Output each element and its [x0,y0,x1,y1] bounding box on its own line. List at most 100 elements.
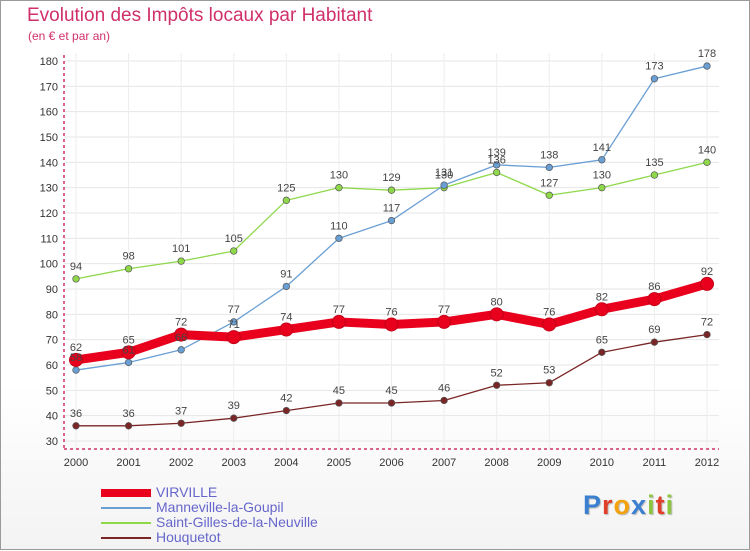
data-label-manneville-la-goupil: 173 [645,61,663,73]
data-label-saint-gilles-de-la-neuville: 136 [487,154,505,166]
data-label-virville: 76 [385,306,397,318]
logo-letter: o [613,490,632,520]
data-point-virville [489,307,504,322]
x-tick-label: 2012 [695,457,719,469]
data-label-saint-gilles-de-la-neuville: 94 [70,261,82,273]
legend-swatch-saint-gilles [101,522,151,524]
data-point-houquetot [124,422,133,430]
data-point-saint-gilles-de-la-neuville [282,196,290,204]
data-point-saint-gilles-de-la-neuville [124,265,133,273]
data-point-houquetot [493,381,501,389]
legend-label-manneville: Manneville-la-Goupil [156,499,284,515]
data-label-virville: 80 [491,296,503,308]
proxiti-logo: Proxiti [583,490,674,521]
data-label-houquetot: 36 [122,408,134,420]
data-label-virville: 82 [596,291,608,303]
data-label-virville: 77 [438,304,450,316]
data-label-manneville-la-goupil: 77 [228,304,240,316]
data-label-houquetot: 37 [175,405,187,417]
logo-letter: t [655,490,666,520]
data-label-manneville-la-goupil: 117 [383,203,401,215]
y-tick-label: 170 [40,81,58,93]
data-point-saint-gilles-de-la-neuville [493,168,501,177]
x-tick-label: 2004 [274,457,298,469]
legend-label-virville: VIRVILLE [156,484,218,500]
data-label-saint-gilles-de-la-neuville: 130 [593,170,611,182]
data-point-virville [700,276,714,291]
data-point-virville [174,327,189,342]
data-point-virville [121,345,136,360]
data-point-manneville-la-goupil [177,346,185,354]
data-point-houquetot [545,379,553,387]
y-tick-label: 30 [46,436,58,448]
x-tick-label: 2001 [116,457,140,469]
data-point-houquetot [387,399,396,407]
data-label-saint-gilles-de-la-neuville: 130 [330,170,348,182]
data-label-manneville-la-goupil: 131 [435,167,453,179]
data-point-virville [594,302,609,317]
data-label-manneville-la-goupil: 139 [487,147,505,159]
data-label-virville: 65 [122,334,134,346]
data-label-manneville-la-goupil: 58 [70,352,82,364]
data-point-houquetot [703,330,711,339]
data-point-manneville-la-goupil [230,318,238,326]
data-point-houquetot [598,348,606,356]
data-label-houquetot: 42 [280,393,292,405]
data-label-manneville-la-goupil: 178 [698,48,716,60]
y-tick-label: 80 [46,309,58,321]
y-tick-label: 90 [46,284,58,296]
data-point-manneville-la-goupil [545,163,553,172]
y-tick-label: 110 [40,233,58,245]
data-point-saint-gilles-de-la-neuville [703,158,711,166]
data-label-virville: 77 [333,304,345,316]
data-point-houquetot [650,338,659,346]
logo-letter: i [665,490,675,520]
legend-label-saint-gilles: Saint-Gilles-de-la-Neuville [156,514,318,530]
data-point-saint-gilles-de-la-neuville [387,186,396,194]
legend-label-houquetot: Houquetot [156,529,221,545]
data-label-manneville-la-goupil: 66 [175,332,187,344]
data-point-manneville-la-goupil [335,234,343,242]
data-point-virville [279,322,294,337]
data-label-virville: 92 [701,266,713,278]
y-tick-label: 40 [46,411,58,423]
chart-subtitle: (en € et par an) [28,29,111,43]
data-point-saint-gilles-de-la-neuville [230,247,238,255]
data-label-saint-gilles-de-la-neuville: 127 [540,177,558,189]
data-point-virville [647,292,662,307]
data-label-virville: 72 [175,317,187,329]
y-tick-label: 150 [40,132,58,144]
data-point-manneville-la-goupil [440,181,448,189]
x-tick-label: 2003 [222,457,246,469]
data-point-houquetot [177,419,185,427]
data-point-manneville-la-goupil [493,161,501,169]
data-point-houquetot [335,399,343,407]
data-label-saint-gilles-de-la-neuville: 129 [382,172,400,184]
y-tick-label: 130 [40,183,58,195]
data-label-manneville-la-goupil: 110 [330,220,348,232]
data-label-manneville-la-goupil: 61 [122,344,134,356]
y-tick-label: 180 [40,56,58,68]
data-label-virville: 76 [543,306,555,318]
data-point-virville [331,314,346,329]
data-label-houquetot: 52 [491,367,503,379]
chart-title: Evolution des Impôts locaux par Habitant [27,5,373,26]
data-point-virville [226,330,241,345]
x-tick-label: 2007 [432,457,456,469]
x-tick-label: 2000 [64,457,88,469]
data-point-houquetot [72,422,80,430]
x-tick-label: 2002 [169,457,193,469]
y-tick-label: 120 [40,208,58,220]
x-tick-label: 2009 [537,457,561,469]
data-point-saint-gilles-de-la-neuville [650,171,659,179]
data-point-saint-gilles-de-la-neuville [177,257,185,265]
data-point-houquetot [282,406,290,415]
data-label-saint-gilles-de-la-neuville: 105 [225,233,243,245]
data-point-virville [384,317,399,332]
x-tick-label: 2008 [484,457,508,469]
data-point-saint-gilles-de-la-neuville [72,275,80,283]
legend-swatch-virville [101,489,151,497]
data-label-virville: 74 [280,312,292,324]
y-tick-label: 50 [46,385,58,397]
